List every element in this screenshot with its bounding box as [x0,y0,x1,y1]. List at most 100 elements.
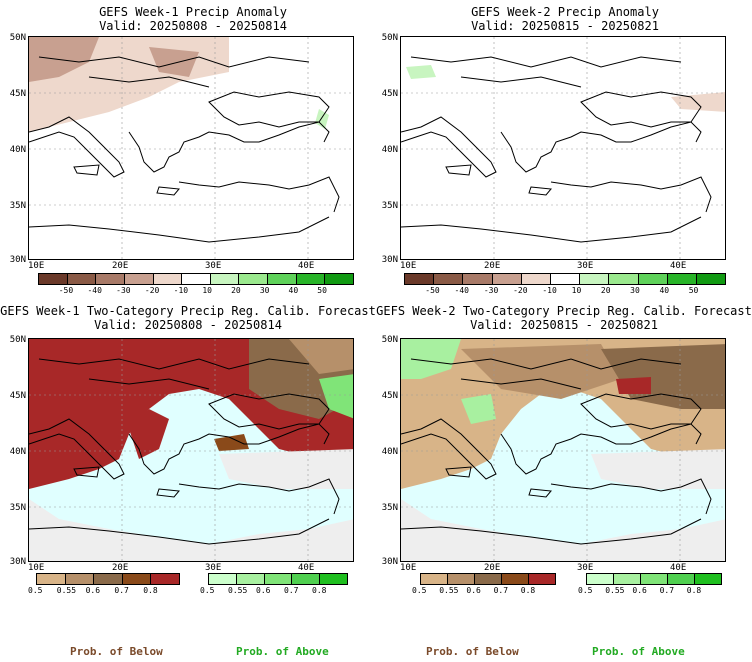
colorbar-swatch [65,574,95,584]
anomaly-colorbar-labels-2: -50 -40 -30 -20 -10 10 20 30 40 50 [404,287,726,297]
panel4-valid: Valid: 20250815 - 20250821 [470,318,658,332]
lat-label: 45N [381,89,398,99]
colorbar-swatch [292,574,321,584]
prob-below-footer-1: Prob. of Below [70,645,163,658]
colorbar-swatch [580,274,610,284]
colorbar-swatch [239,274,269,284]
colorbar-label: -10 [173,286,189,295]
colorbar-swatch [320,574,347,584]
colorbar-label: 20 [231,286,241,295]
panel1-valid: Valid: 20250808 - 20250814 [99,19,287,33]
panel3-title: GEFS Week-1 Two-Category Precip Reg. Cal… [0,304,376,318]
colorbar-label: 10 [571,286,582,295]
colorbar-label: 0.55 [56,586,77,595]
panel1-title: GEFS Week-1 Precip Anomaly [99,5,287,19]
colorbar-swatch [668,574,695,584]
colorbar-label: 0.5 [578,586,593,595]
lat-label: 40N [381,447,398,457]
colorbar-label: 40 [659,286,670,295]
anomaly-colorbar-1 [38,273,354,285]
colorbar-label: -20 [513,286,528,295]
colorbar-label: 0.55 [439,586,459,595]
colorbar-swatch [122,574,152,584]
panel4-title: GEFS Week-2 Two-Category Precip Reg. Cal… [376,304,752,318]
colorbar-swatch [521,274,551,284]
anomaly-colorbar-2 [404,273,726,285]
lon-label: 40E [670,261,687,271]
colorbar-label: -10 [542,286,557,295]
colorbar-swatch [124,274,154,284]
colorbar-swatch [67,274,97,284]
lat-label: 40N [381,145,398,155]
lon-label: 40E [670,563,687,573]
colorbar-swatch [94,574,123,584]
colorbar-label: 0.7 [659,586,675,595]
colorbar-label: 0.5 [200,586,215,595]
colorbar-swatch [153,274,183,284]
lat-label: 35N [9,201,26,211]
prob-above-labels-1: 0.5 0.55 0.6 0.7 0.8 [200,586,348,597]
colorbar-swatch [492,274,522,284]
colorbar-swatch [268,274,297,284]
lon-label: 30E [577,261,594,271]
lat-label: 40N [9,145,26,155]
colorbar-label: 0.5 [412,586,427,595]
colorbar-swatch [614,574,641,584]
lon-label: 20E [484,563,501,573]
lat-label: 50N [381,335,398,345]
lat-label: 50N [9,335,26,345]
prob-below-colorbar-2 [420,573,556,585]
lon-label: 20E [484,261,501,271]
colorbar-label: 50 [688,286,699,295]
colorbar-swatch [325,274,354,284]
panel2-map [400,36,726,260]
prob-above-colorbar-2 [586,573,722,585]
colorbar-swatch [641,574,668,584]
colorbar-swatch [638,274,668,284]
lon-label: 20E [112,563,129,573]
colorbar-swatch [96,274,125,284]
colorbar-swatch [609,274,639,284]
colorbar-swatch [37,574,66,584]
lat-label: 50N [9,33,26,43]
anomaly-below-shading [29,37,229,132]
lon-label: 10E [28,261,45,271]
colorbar-swatch [434,274,464,284]
colorbar-swatch [209,574,237,584]
prob-below-colorbar-1 [36,573,180,585]
prob-below-labels-2: 0.5 0.55 0.6 0.7 0.8 [412,586,556,597]
colorbar-label: 0.6 [632,586,647,595]
colorbar-label: 0.8 [312,586,327,595]
colorbar-swatch [667,274,697,284]
lat-label: 45N [9,89,26,99]
colorbar-label: 40 [288,286,299,295]
colorbar-label: 30 [259,286,270,295]
lat-label: 50N [381,33,398,43]
colorbar-swatch [696,274,726,284]
colorbar-label: 0.8 [143,586,158,595]
colorbar-label: 30 [630,286,640,295]
lat-label: 30N [9,557,26,567]
colorbar-label: 0.55 [228,586,248,595]
lon-label: 30E [577,563,594,573]
panel4-svg [401,339,725,561]
prob-below-shading [401,339,725,489]
colorbar-label: 50 [317,286,327,295]
panel2-svg [401,37,725,259]
colorbar-label: -50 [58,286,74,295]
colorbar-label: -40 [87,286,102,295]
colorbar-swatch [236,574,265,584]
colorbar-swatch [475,574,502,584]
colorbar-swatch [182,274,211,284]
lat-label: 45N [9,391,26,401]
lon-label: 10E [400,261,417,271]
colorbar-swatch [463,274,493,284]
colorbar-label: 0.8 [686,586,702,595]
lat-label: 30N [381,557,398,567]
colorbar-label: 10 [202,286,212,295]
panel1-map [28,36,354,260]
lat-label: 40N [9,447,26,457]
panel3-svg [29,339,353,561]
colorbar-swatch [421,574,448,584]
panel3-valid: Valid: 20250808 - 20250814 [94,318,282,332]
